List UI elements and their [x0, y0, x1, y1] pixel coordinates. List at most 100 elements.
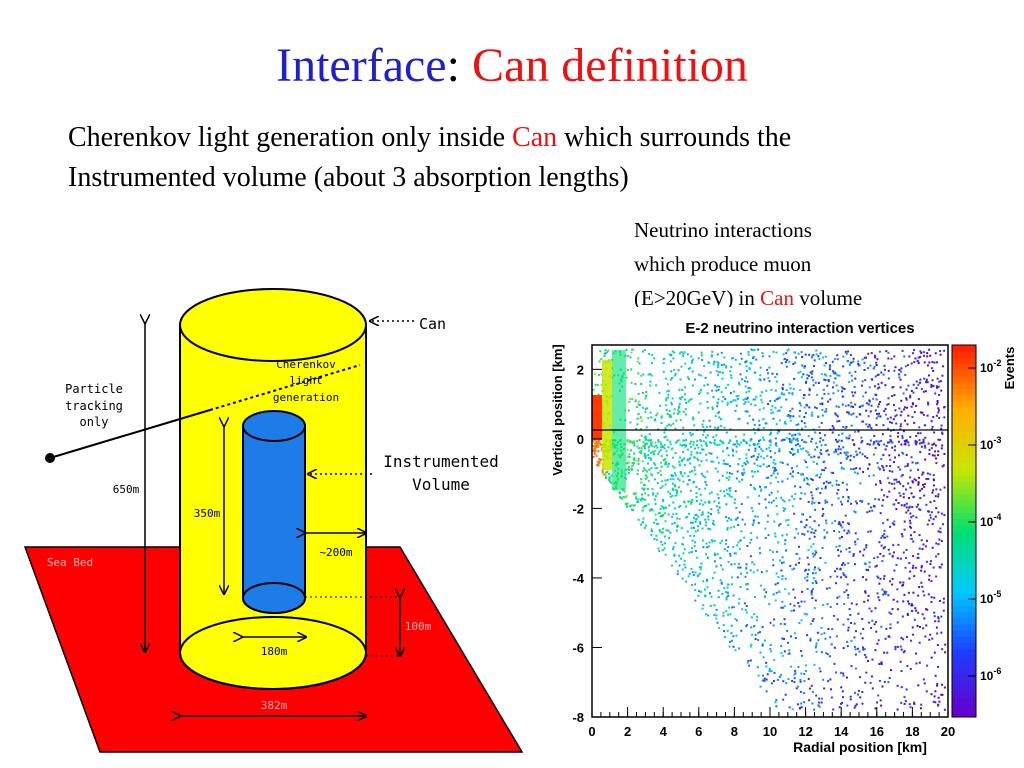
heatmap-point — [642, 445, 645, 448]
heatmap-point — [628, 440, 631, 443]
heatmap-point — [869, 439, 872, 442]
heatmap-point — [731, 448, 734, 451]
heatmap-point — [859, 696, 862, 699]
heatmap-point — [934, 515, 937, 518]
heatmap-point — [906, 463, 909, 466]
heatmap-point — [686, 353, 689, 356]
heatmap-point — [592, 445, 595, 448]
heatmap-point — [663, 431, 666, 434]
heatmap-point — [752, 519, 755, 522]
heatmap-point — [940, 693, 943, 696]
heatmap-point — [761, 401, 764, 404]
heatmap-point — [909, 476, 912, 479]
heatmap-point — [715, 617, 718, 620]
heatmap-point — [793, 453, 796, 456]
heatmap-point — [817, 415, 820, 418]
heatmap-point — [725, 597, 728, 600]
heatmap-point — [680, 472, 683, 475]
heatmap-point — [815, 642, 818, 645]
heatmap-point — [683, 398, 686, 401]
heatmap-point — [673, 466, 676, 469]
heatmap-point — [730, 639, 733, 642]
heatmap-point — [781, 606, 784, 609]
heatmap-point — [730, 632, 733, 635]
heatmap-point — [697, 357, 700, 360]
heatmap-point — [748, 414, 751, 417]
heatmap-point — [890, 612, 893, 615]
heatmap-point — [921, 613, 924, 616]
heatmap-point — [821, 356, 824, 359]
heatmap-point — [745, 625, 748, 628]
heatmap-point — [631, 348, 634, 351]
heatmap-point — [827, 380, 830, 383]
heatmap-point — [647, 417, 650, 420]
heatmap-point — [781, 480, 784, 483]
heatmap-point — [800, 351, 803, 354]
heatmap-point — [942, 365, 945, 368]
heatmap-point — [722, 462, 725, 465]
heatmap-point — [934, 701, 937, 704]
heatmap-point — [873, 557, 876, 560]
heatmap-point — [910, 609, 913, 612]
heatmap-point — [811, 690, 814, 693]
heatmap-point — [846, 483, 849, 486]
heatmap-point — [689, 534, 692, 537]
heatmap-point — [615, 485, 618, 488]
heatmap-point — [642, 498, 645, 501]
heatmap-point — [656, 482, 659, 485]
heatmap-point — [937, 703, 940, 706]
heatmap-point — [757, 470, 760, 473]
heatmap-point — [692, 416, 695, 419]
heatmap-point — [646, 442, 649, 445]
heatmap-point — [882, 536, 885, 539]
heatmap-point — [911, 416, 914, 419]
heatmap-point — [796, 465, 799, 468]
heatmap-point — [794, 444, 797, 447]
heatmap-point — [923, 483, 926, 486]
heatmap-point — [605, 399, 608, 402]
heatmap-point — [672, 501, 675, 504]
heatmap-point — [754, 404, 757, 407]
heatmap-point — [766, 372, 769, 375]
heatmap-point — [882, 547, 885, 550]
heatmap-point — [870, 378, 873, 381]
heatmap-point — [846, 360, 849, 363]
heatmap-point — [716, 553, 719, 556]
heatmap-point — [715, 389, 718, 392]
heatmap-point — [794, 433, 797, 436]
heatmap-point — [834, 438, 837, 441]
heatmap-point — [793, 632, 796, 635]
heatmap-point — [821, 617, 824, 620]
heatmap-point — [678, 410, 681, 413]
heatmap-point — [859, 632, 862, 635]
heatmap-point — [931, 361, 934, 364]
heatmap-point — [775, 442, 778, 445]
heatmap-point — [832, 427, 835, 430]
heatmap-point — [621, 453, 624, 456]
heatmap-point — [889, 627, 892, 630]
heatmap-point — [725, 463, 728, 466]
heatmap-point — [685, 438, 688, 441]
heatmap-point — [602, 451, 605, 454]
heatmap-point — [918, 625, 921, 628]
heatmap-point — [884, 637, 887, 640]
heatmap-point — [817, 456, 820, 459]
heatmap-point — [863, 653, 866, 656]
heatmap-point — [756, 666, 759, 669]
heatmap-point — [632, 509, 635, 512]
heatmap-point — [710, 508, 713, 511]
heatmap-point — [655, 384, 658, 387]
heatmap-point — [826, 603, 829, 606]
heatmap-point — [884, 407, 887, 410]
heatmap-point — [600, 373, 603, 376]
heatmap-point — [704, 524, 707, 527]
heatmap-point — [911, 626, 914, 629]
heatmap-point — [812, 460, 815, 463]
heatmap-point — [785, 389, 788, 392]
heatmap-point — [667, 462, 670, 465]
heatmap-point — [616, 478, 619, 481]
colorbar-segment — [952, 574, 976, 582]
heatmap-point — [773, 399, 776, 402]
heatmap-point — [822, 513, 825, 516]
heatmap-point — [592, 440, 595, 443]
